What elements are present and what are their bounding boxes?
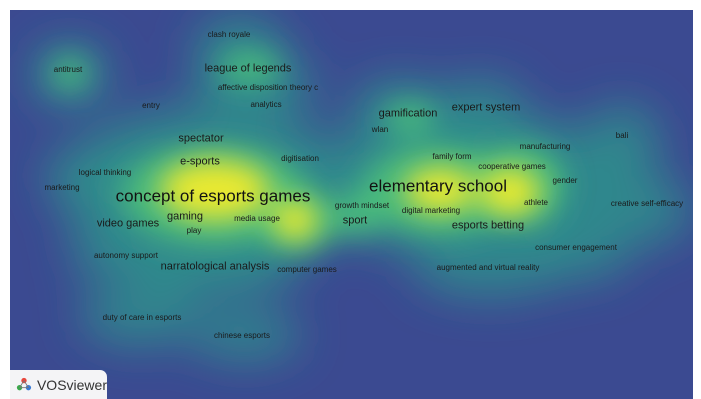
term-label[interactable]: antitrust [53,65,83,74]
term-label[interactable]: consumer engagement [535,243,617,252]
term-label[interactable]: gaming [166,210,204,223]
term-label[interactable]: cooperative games [478,162,546,171]
term-label[interactable]: digital marketing [401,206,461,215]
density-peak [160,160,270,220]
term-label[interactable]: affective disposition theory c [217,83,319,92]
density-cloud [415,240,565,296]
term-label[interactable]: athlete [523,198,549,207]
density-peak [405,168,475,212]
density-peak [480,168,540,216]
density-cloud [584,105,660,185]
density-cloud [590,175,690,245]
density-cloud [80,285,200,345]
term-label[interactable]: logical thinking [78,168,132,177]
term-label[interactable]: clash royale [207,30,251,39]
term-label[interactable]: autonomy support [93,251,159,260]
term-label[interactable]: computer games [277,265,337,274]
density-cloud [70,230,180,280]
density-cloud [190,310,300,360]
density-map[interactable]: clash royale antitrust league of legends af… [10,10,693,399]
term-label[interactable]: video games [96,217,160,230]
term-label[interactable]: manufacturing [519,142,571,151]
term-label[interactable]: expert system [451,101,521,114]
density-cloud [52,57,88,89]
term-label[interactable]: family form [432,152,472,161]
vosviewer-badge[interactable]: VOSviewer [10,370,107,399]
term-label[interactable]: augmented and virtual reality [436,263,540,272]
vosviewer-logo-icon [16,377,32,390]
term-label[interactable]: narratological analysis [160,260,270,273]
density-cloud [220,52,280,84]
term-label[interactable]: gamification [378,107,438,120]
term-label[interactable]: bali [615,131,629,140]
term-label[interactable]: wlan [371,125,389,134]
term-label[interactable]: media usage [234,214,280,223]
term-label[interactable]: concept of esports games [115,186,311,206]
term-label[interactable]: analytics [250,100,282,109]
term-label[interactable]: growth mindset [334,201,390,210]
term-label[interactable]: elementary school [369,176,507,196]
app-name: VOSviewer [36,376,107,393]
term-label[interactable]: creative self-efficacy [610,199,684,208]
density-cloud [325,195,385,235]
term-label[interactable]: e-sports [180,155,220,168]
term-label[interactable]: marketing [44,183,80,192]
term-label[interactable]: duty of care in esports [102,313,182,322]
term-label[interactable]: entry [142,101,160,110]
term-label[interactable]: chinese esports [213,331,271,340]
term-label[interactable]: league of legends [204,62,292,75]
density-layer [32,15,690,360]
term-label[interactable]: sport [342,214,368,227]
term-label[interactable]: gender [552,176,578,185]
density-cloud [435,80,525,140]
density-cloud [385,102,435,134]
density-peak [273,200,317,240]
term-label[interactable]: digitisation [281,154,319,163]
term-label[interactable]: esports betting [451,219,525,232]
term-label[interactable]: play [186,226,202,235]
term-label[interactable]: spectator [178,132,224,145]
